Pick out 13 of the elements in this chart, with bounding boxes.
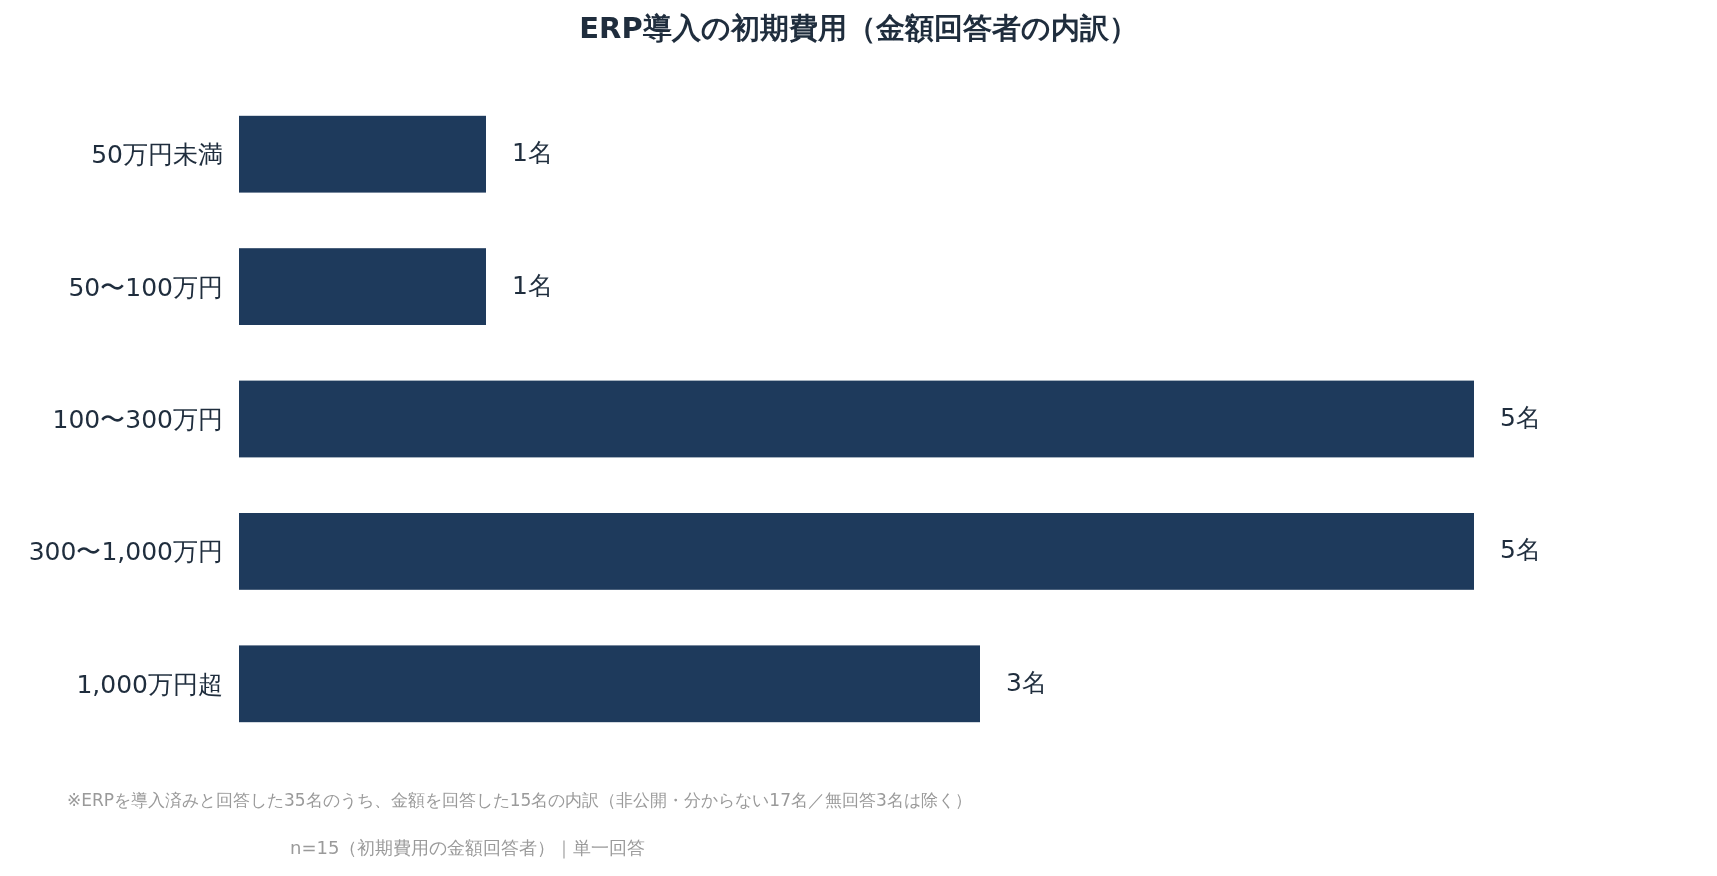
data-label: 5名	[1500, 535, 1541, 565]
y-tick-label: 300〜1,000万円	[28, 537, 223, 567]
data-label: 1名	[512, 138, 553, 168]
data-label: 5名	[1500, 403, 1541, 432]
data-label: 1名	[512, 270, 553, 300]
text: ※ERPを導入済みと回答した35名のうち、金額を回答した15名の内訳（非公開・分からない17名／無回答3名は除く）	[67, 790, 972, 810]
text: n=15（初期費用の金額回答者）｜単一回答	[290, 837, 646, 859]
data-label: 3名	[1006, 667, 1047, 697]
y-tick-label: 50万円未満	[91, 140, 223, 170]
y-tick-label: 1,000万円超	[76, 669, 223, 699]
y-tick-label: 100〜300万円	[52, 405, 223, 434]
y-tick-label: 50〜100万円	[68, 272, 223, 302]
chart-title: ERP導入の初期費用（金額回答者の内訳）	[579, 11, 1138, 45]
